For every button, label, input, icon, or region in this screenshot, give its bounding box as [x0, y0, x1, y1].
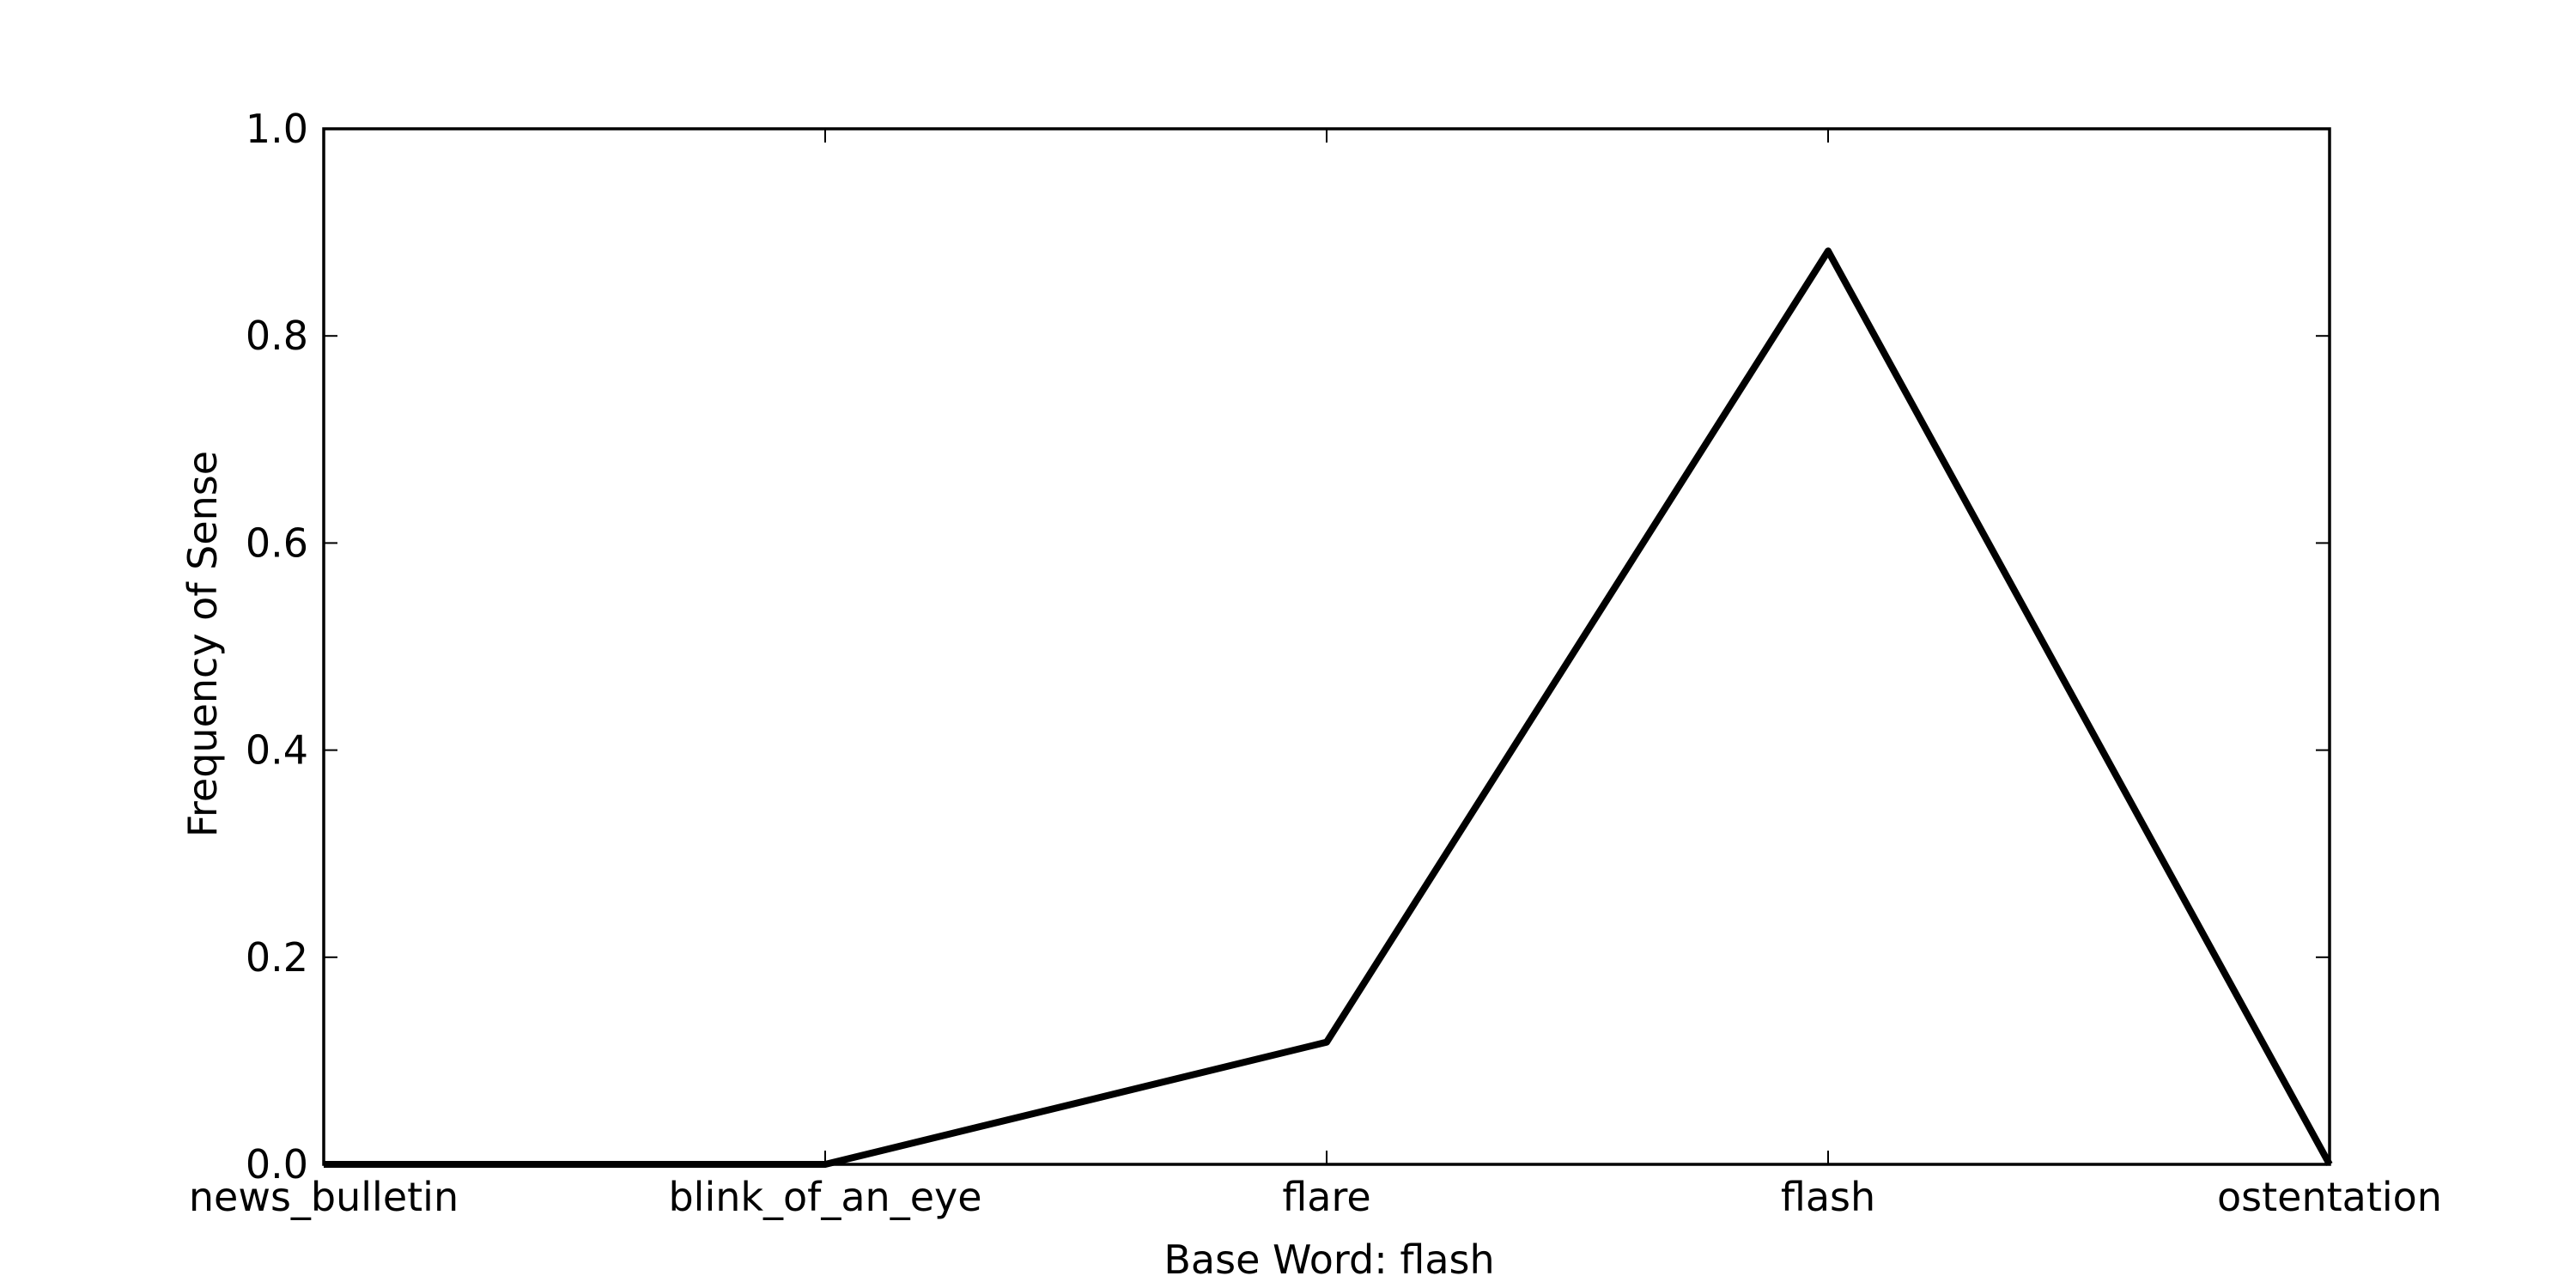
x-tick-label: flare: [1282, 1174, 1370, 1220]
y-tick-label: 0.6: [246, 519, 308, 566]
y-tick-label: 0.0: [246, 1141, 308, 1188]
x-tick-label: blink_of_an_eye: [668, 1174, 981, 1220]
y-tick-label: 0.8: [246, 313, 308, 359]
plot-area: 0.0 0.2 0.4 0.6 0.8 1.0 news_bulletin blink_of_…: [189, 106, 2442, 1220]
x-axis-label: Base Word: flash: [1163, 1236, 1494, 1283]
x-tick-label: news_bulletin: [189, 1174, 459, 1220]
y-tick-label: 0.4: [246, 727, 308, 774]
x-tick-label: flash: [1781, 1174, 1875, 1220]
y-tick-label: 0.2: [246, 934, 308, 981]
x-tick-label: ostentation: [2217, 1174, 2442, 1220]
y-axis-label: Frequency of Sense: [179, 451, 226, 837]
y-tick-label: 1.0: [246, 106, 308, 152]
